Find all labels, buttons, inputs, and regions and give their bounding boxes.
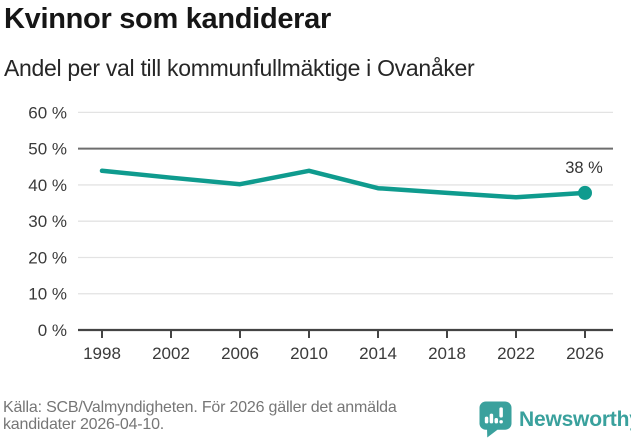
- x-axis-label: 2018: [428, 344, 466, 363]
- y-axis-label: 30 %: [28, 212, 67, 231]
- source-note-line1: Källa: SCB/Valmyndigheten. För 2026 gäll…: [3, 399, 397, 416]
- bar-3: [494, 418, 499, 424]
- value-label: 38 %: [565, 159, 603, 177]
- newsworthy-logo-text: Newsworthy: [519, 407, 631, 431]
- x-axis-label: 2014: [359, 344, 397, 363]
- exclamation-stem: [499, 407, 503, 418]
- x-axis-label: 1998: [83, 344, 121, 363]
- bar-2: [489, 413, 494, 424]
- y-axis-label: 60 %: [28, 103, 67, 122]
- bar-1: [484, 416, 489, 424]
- x-axis-label: 2006: [221, 344, 259, 363]
- page-title: Kvinnor som kandiderar: [4, 3, 331, 35]
- source-note: Källa: SCB/Valmyndigheten. För 2026 gäll…: [3, 399, 397, 433]
- y-axis-label: 20 %: [28, 248, 67, 267]
- y-axis-label: 10 %: [28, 285, 67, 304]
- x-axis-label: 2002: [152, 344, 190, 363]
- newsworthy-logo-icon: [479, 401, 512, 438]
- x-axis-label: 2022: [497, 344, 535, 363]
- source-note-line2: kandidater 2026-04-10.: [3, 416, 165, 433]
- newsworthy-logo: Newsworthy: [479, 401, 631, 438]
- x-axis-label: 2010: [290, 344, 328, 363]
- y-axis-label: 40 %: [28, 176, 67, 195]
- exclamation-dot: [499, 420, 503, 424]
- y-axis-label: 0 %: [38, 321, 67, 340]
- x-axis-label: 2026: [566, 344, 604, 363]
- chart-subtitle: Andel per val till kommunfullmäktige i O…: [4, 55, 475, 81]
- endpoint-dot: [578, 185, 592, 200]
- y-axis-label: 50 %: [28, 140, 67, 159]
- data-line: [99, 168, 588, 200]
